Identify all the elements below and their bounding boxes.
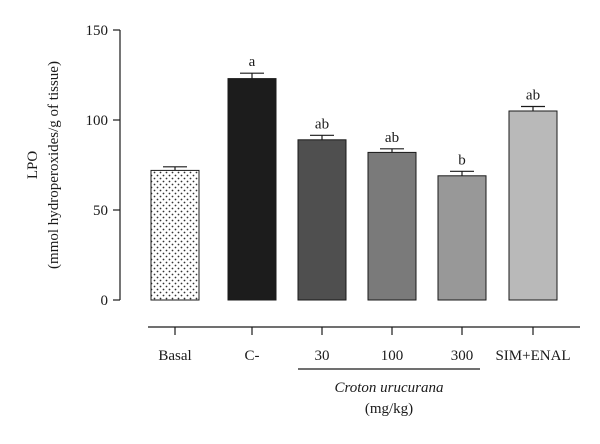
y-axis-ticks: 0 50 100 150	[86, 23, 120, 309]
x-tick-label-1: C-	[245, 348, 260, 364]
group-label-line1: Croton urucurana	[334, 380, 443, 396]
significance-label-1: a	[249, 54, 256, 70]
significance-label-4: b	[458, 152, 466, 168]
y-tick-label: 150	[86, 23, 109, 39]
bar-3	[367, 151, 417, 301]
y-tick-label: 100	[86, 113, 109, 129]
group-label-line2: (mg/kg)	[365, 401, 413, 417]
bar-2	[297, 139, 347, 301]
x-tick-label-0: Basal	[158, 348, 191, 364]
x-tick-label-2: 30	[315, 348, 330, 364]
significance-label-2: ab	[315, 116, 329, 132]
y-axis-title-line1: LPO	[25, 151, 41, 180]
bar-5	[508, 110, 558, 301]
y-tick-label: 0	[101, 293, 109, 309]
y-axis-title-line2: (mmol hydroperoxides/g of tissue)	[46, 61, 62, 269]
bar-1	[227, 78, 277, 301]
significance-label-3: ab	[385, 130, 399, 146]
significance-label-5: ab	[526, 88, 540, 104]
x-tick-label-4: 300	[451, 348, 474, 364]
x-axis-labels: Basal C- 30 100 300 SIM+ENAL	[158, 327, 571, 364]
y-tick-label: 50	[93, 203, 108, 219]
bars: a ab ab b ab	[150, 54, 558, 301]
bar-4	[437, 175, 487, 301]
bar-0	[150, 169, 200, 301]
x-tick-label-5: SIM+ENAL	[495, 348, 570, 364]
x-tick-label-3: 100	[381, 348, 404, 364]
